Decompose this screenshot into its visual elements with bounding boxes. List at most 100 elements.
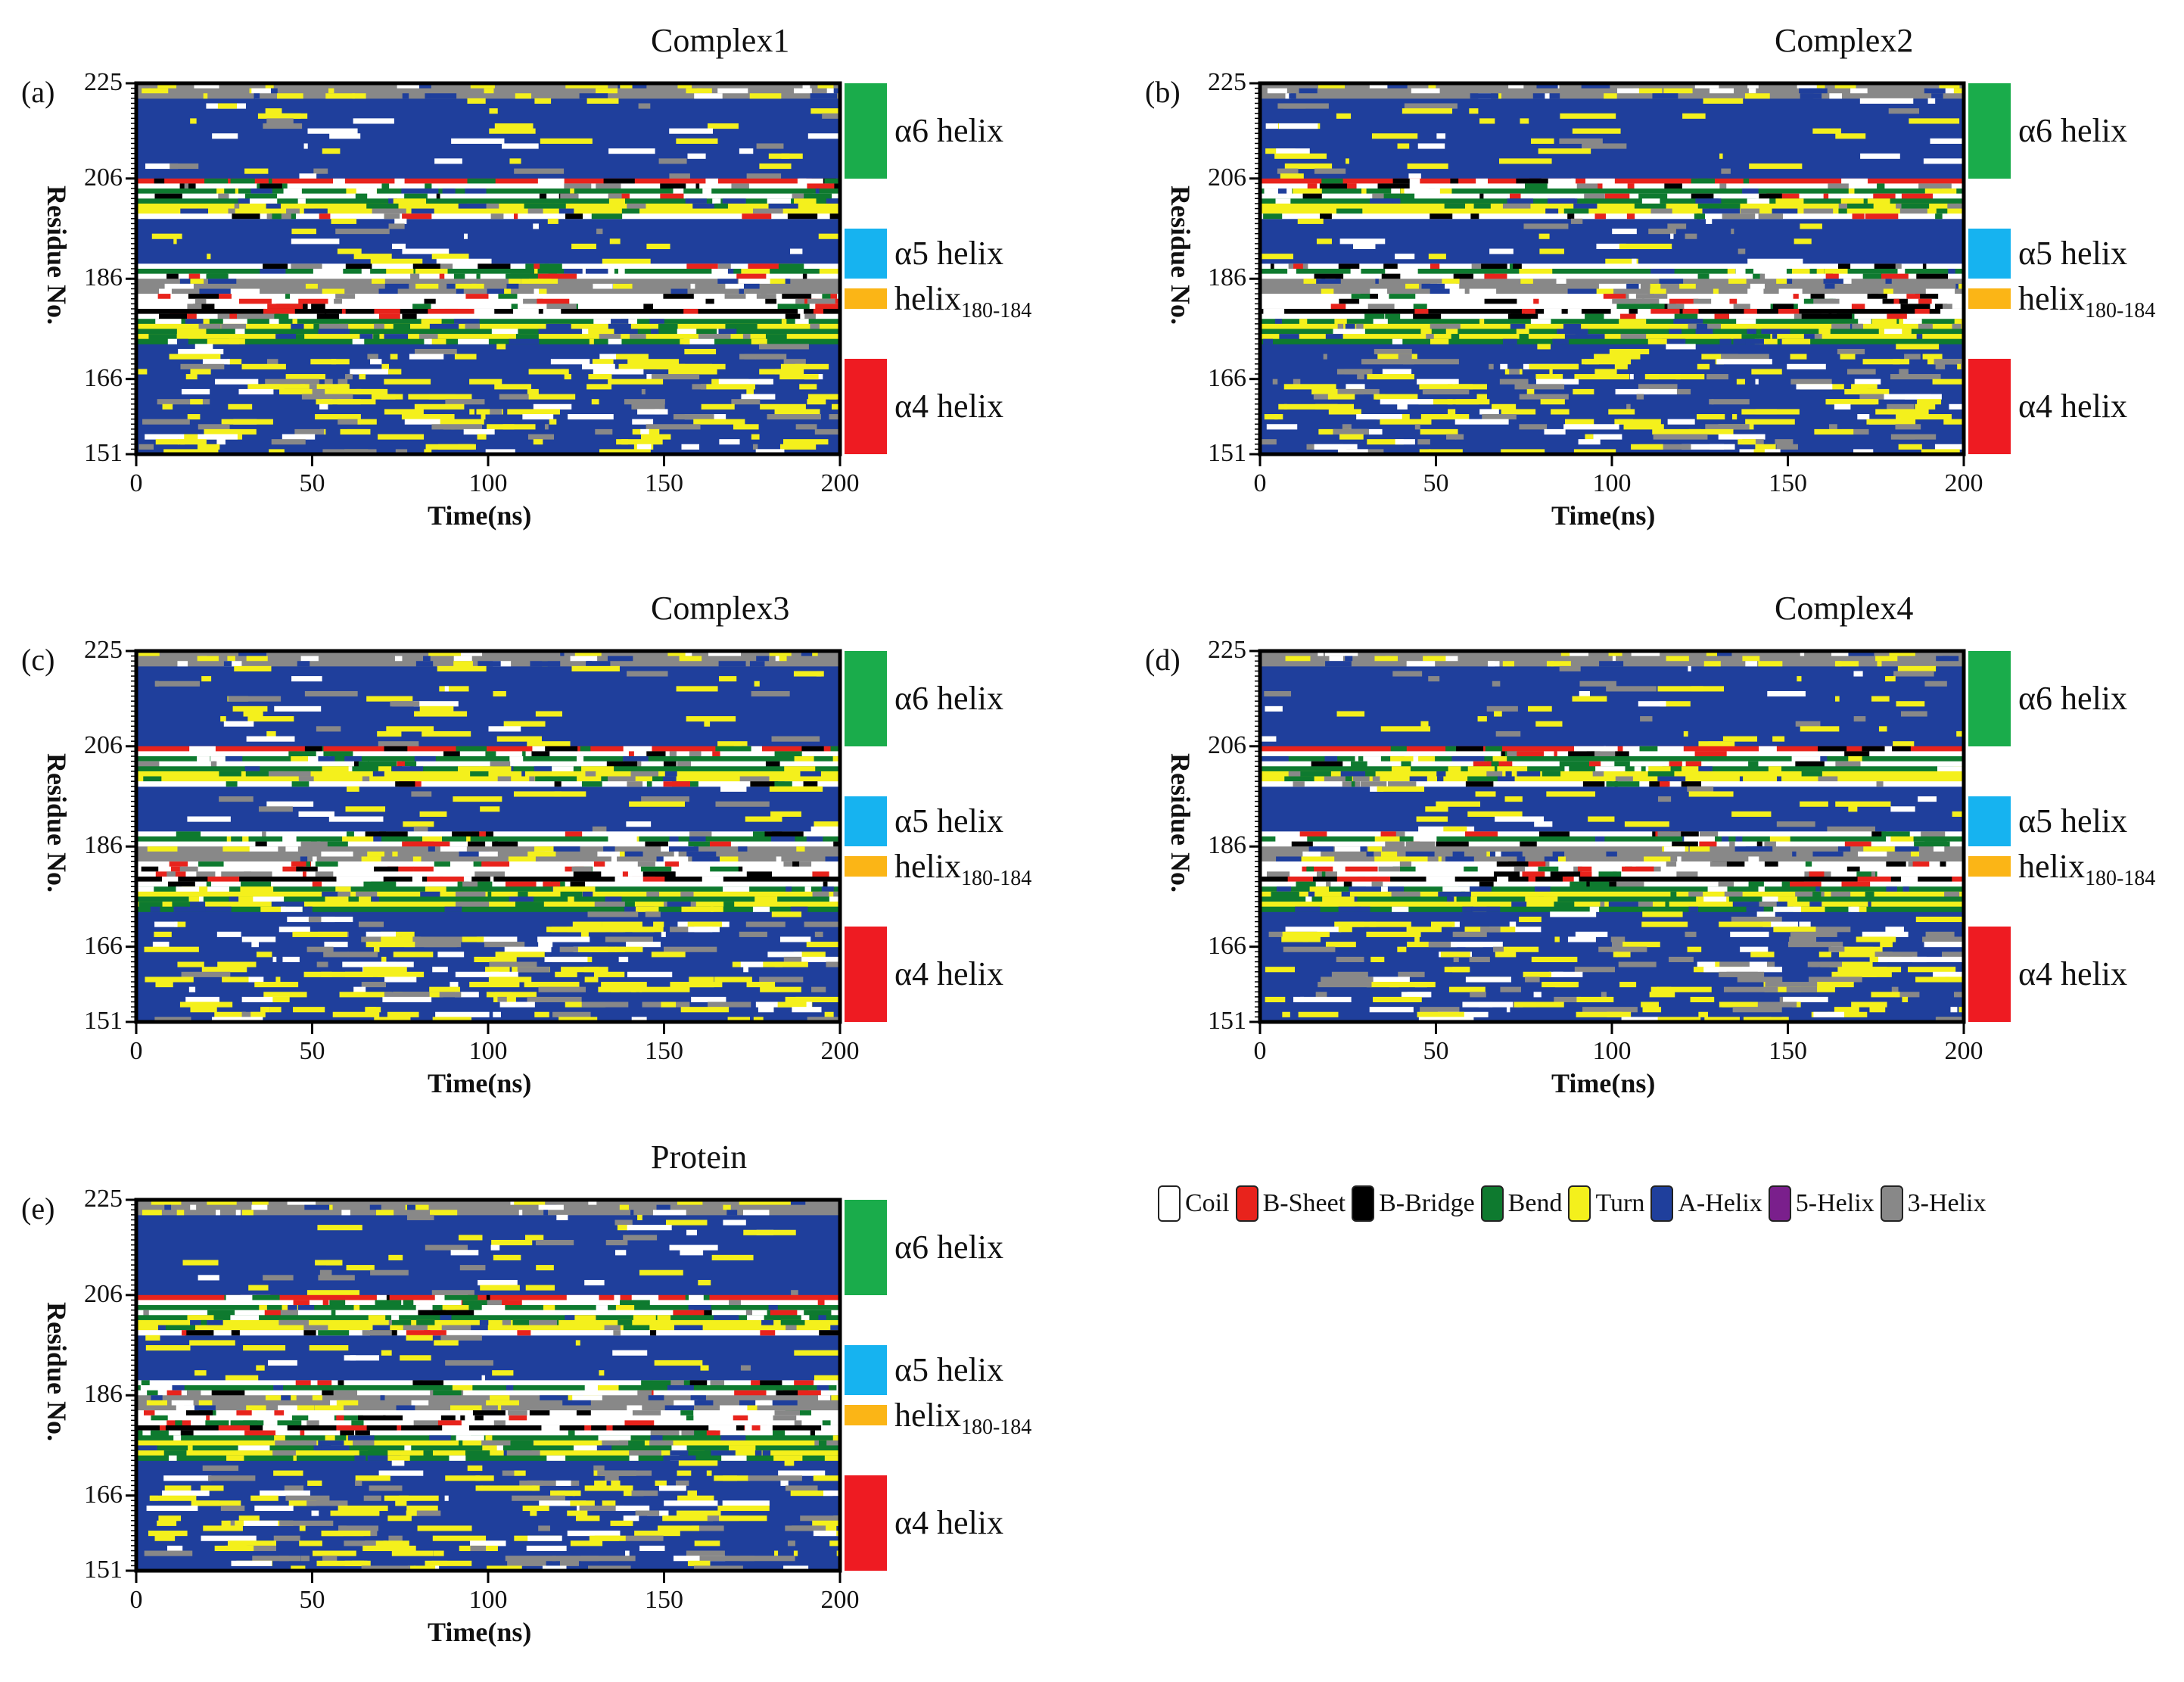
ss-segment [601,982,647,988]
ss-segment [1533,298,1539,304]
ss-segment [1672,841,1698,847]
ss-segment [325,756,335,762]
ss-segment [387,1515,412,1522]
ss-segment [1345,656,1353,662]
ss-segment [711,269,728,275]
ss-segment [445,1360,493,1366]
ss-segment [157,83,177,89]
ss-segment [624,399,665,405]
ss-row [1260,776,1964,782]
ss-segment [436,258,492,264]
ss-segment [1528,706,1552,712]
ss-segment [502,1319,512,1326]
ss-segment [507,1560,546,1566]
ss-segment [344,1355,356,1361]
ss-segment [1878,956,1927,963]
ss-segment [1265,706,1283,712]
ss-segment [187,414,201,420]
x-tick-label: 100 [1592,1037,1632,1065]
ss-segment [458,338,489,344]
ss-segment [618,1319,633,1326]
ss-segment [795,1390,821,1396]
ss-segment [772,831,804,837]
ss-segment [598,1435,631,1441]
ss-segment [1340,771,1362,777]
ss-segment [1893,298,1899,304]
ss-segment [1497,776,1515,782]
ss-segment [1341,891,1350,897]
ss-segment [291,756,309,762]
ss-row [1260,279,1964,285]
ss-segment [1899,319,1905,325]
ss-segment [782,439,829,445]
ss-row [136,208,840,214]
ss-segment [189,1340,235,1346]
ss-segment [221,323,247,329]
ss-segment [138,1430,143,1436]
heatmap-plot [126,81,842,466]
ss-segment [1314,168,1346,174]
ss-segment [434,263,453,269]
ss-segment [602,258,651,264]
ss-segment [785,1485,818,1491]
ss-segment [1296,881,1316,887]
ss-segment [596,229,603,235]
ss-segment [286,208,295,214]
ss-segment [554,329,583,335]
ss-segment [188,896,202,902]
ss-segment [564,269,596,275]
ss-segment [581,766,614,772]
ss-segment [558,208,574,214]
ss-segment [603,178,635,184]
ss-segment [689,1380,708,1386]
ss-row [1260,88,1964,94]
ss-segment [159,1425,166,1431]
ss-segment [241,1210,254,1216]
ss-segment [1662,338,1686,344]
region-label: α6 helix [894,1228,1004,1266]
ss-segment [287,1200,316,1206]
ss-segment [228,696,282,702]
ss-segment [752,444,758,450]
ss-segment [1377,183,1410,189]
ss-segment [534,766,552,772]
ss-segment [699,1556,754,1562]
ss-segment [188,1445,193,1451]
ss-segment [299,173,317,179]
ss-segment [786,886,792,892]
ss-segment [319,1269,332,1276]
ss-segment [1647,294,1668,300]
ss-segment [1677,856,1682,862]
ss-segment [831,1395,840,1401]
ss-segment [683,338,715,344]
ss-segment [211,1390,245,1396]
ss-segment [422,730,471,737]
ss-segment [1956,203,1964,210]
ss-segment [1871,696,1890,702]
ss-segment [1266,871,1290,877]
ss-segment [694,1400,714,1406]
ss-segment [1641,1001,1659,1008]
ss-row [1260,891,1964,897]
ss-segment [303,143,308,149]
ss-segment [1698,741,1735,747]
ss-segment [782,294,812,300]
ss-segment [234,665,272,671]
ss-segment [271,902,304,908]
ss-segment [681,906,714,912]
ss-segment [815,304,840,310]
ss-segment [1808,976,1862,983]
ss-segment [1308,891,1315,897]
ss-segment [807,394,837,400]
ss-segment [1862,273,1883,279]
ss-segment [628,319,637,325]
ss-segment [145,163,179,170]
ss-segment [674,1325,703,1331]
ss-segment [324,378,333,385]
legend-text: B-Bridge [1379,1189,1475,1217]
ss-segment [822,113,840,119]
legend-swatch [1352,1185,1375,1222]
ss-segment [1666,656,1689,662]
ss-segment [1293,781,1305,787]
x-tick-label: 0 [1253,469,1267,497]
